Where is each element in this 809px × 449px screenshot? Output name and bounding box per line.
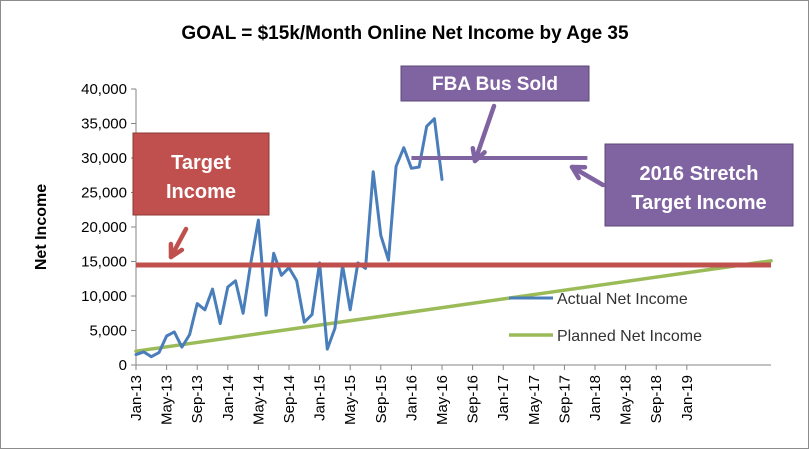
x-tick-label: Sep-13 [189,375,206,423]
y-tick-label: 10,000 [81,288,127,305]
y-tick-label: 40,000 [81,81,127,98]
annotations-layer: Target Income FBA Bus Sold 2016 Stretch Targ… [132,65,794,260]
callout-line: 2016 Stretch [640,163,759,185]
fba-bus-sold-callout-text: FBA Bus Sold [432,74,558,95]
x-tick-label: Sep-17 [556,375,573,423]
legend: Actual Net Income Planned Net Income [509,291,702,345]
callout-line: Target Income [631,192,766,214]
y-tick-label: 25,000 [81,185,127,202]
chart-title: GOAL = $15k/Month Online Net Income by A… [181,23,629,44]
x-tick-label: Jan-14 [220,375,237,421]
fba-bus-sold-arrow [472,103,497,164]
target-income-callout-text: Target Income [166,152,236,203]
x-tick-label: May-15 [342,375,359,425]
callout-line: Target [171,152,231,174]
x-tick-label: Jan-16 [403,375,420,421]
x-tick-label: May-18 [618,375,635,425]
y-tick-label: 20,000 [81,219,127,236]
x-tick-label: Jan-18 [587,375,604,421]
fba-bus-sold-callout [400,65,590,102]
x-tick-label: Jan-17 [495,375,512,421]
fba-bus-sold-arrow-head [470,145,487,164]
x-tick-label: Sep-14 [281,375,298,423]
x-tick-label: May-13 [159,375,176,425]
x-tick-label: May-16 [434,375,451,425]
x-tick-label: Jan-15 [312,375,329,421]
legend-label-actual: Actual Net Income [557,291,688,308]
x-tick-label: Jan-13 [128,375,145,421]
legend-label-planned: Planned Net Income [557,328,702,345]
plot-area: 0 5,000 10,000 15,000 20,000 25,000 30,000 35,0… [81,81,773,425]
x-tick-label: Jan-19 [679,375,696,421]
target-income-callout [132,132,270,216]
x-tick-label: Sep-15 [373,375,390,423]
target-income-arrow [168,226,189,260]
y-tick-label: 30,000 [81,150,127,167]
series-line-planned-net-income [134,259,773,353]
stretch-target-callout [604,143,794,227]
stretch-target-arrow-head [569,164,588,181]
y-tick-label: 15,000 [81,254,127,271]
x-tick-label: May-14 [250,375,267,425]
x-tick-label: May-17 [526,375,543,425]
target-income-arrow-head [168,241,185,260]
x-tick-label: Sep-18 [648,375,665,423]
y-axis-label: Net Income [33,184,50,270]
y-tick-label: 35,000 [81,116,127,133]
callout-line: Income [166,181,236,203]
stretch-target-arrow [569,164,606,188]
y-tick-label: 5,000 [89,323,127,340]
x-tick-label: Sep-16 [465,375,482,423]
y-tick-label: 0 [119,357,127,374]
stretch-target-callout-text: 2016 Stretch Target Income [631,163,766,214]
series-line-actual-net-income [134,117,444,359]
